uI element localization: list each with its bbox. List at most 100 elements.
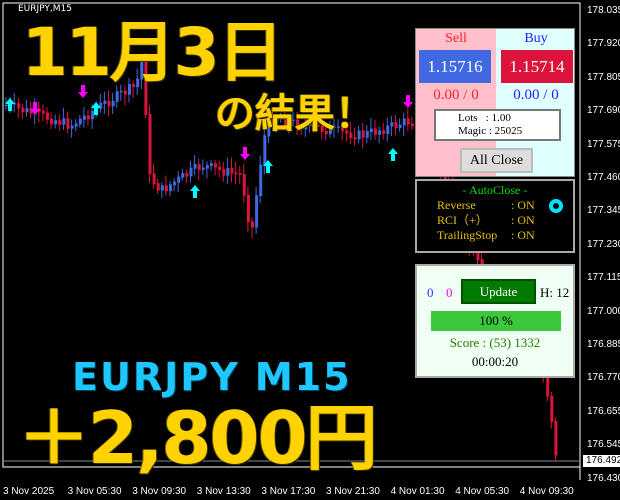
candle xyxy=(152,173,156,185)
overlay-pair: EURJPY M15 xyxy=(72,355,352,399)
candle xyxy=(234,172,238,175)
candle xyxy=(328,127,332,135)
candle xyxy=(132,84,136,88)
candle xyxy=(345,130,349,134)
candle xyxy=(140,58,144,80)
candle xyxy=(398,124,402,129)
candle xyxy=(144,58,148,115)
autoclose-key: RCI（+） xyxy=(437,213,488,227)
autoclose-value: : ON xyxy=(511,213,535,227)
candle xyxy=(164,185,168,192)
lots-box: Lots : 1.00 Magic : 25025 xyxy=(434,109,561,141)
candle xyxy=(214,163,218,168)
candle xyxy=(271,118,275,122)
candle xyxy=(230,167,234,174)
trade-panel: Sell Buy 1.15716 1.15714 0.00 / 0 0.00 /… xyxy=(415,28,575,177)
candle xyxy=(238,173,242,175)
candle xyxy=(320,126,324,132)
candle xyxy=(386,125,390,134)
price-axis-label: 176.885 xyxy=(587,339,620,350)
candle xyxy=(374,128,377,135)
sell-label: Sell xyxy=(445,31,467,46)
candle xyxy=(316,124,320,128)
current-price-label: 176.492 xyxy=(583,455,620,467)
count-magenta: 0 xyxy=(446,285,453,300)
price-axis-label: 177.920 xyxy=(587,38,620,50)
price-axis-label: 176.770 xyxy=(587,372,620,384)
candle xyxy=(82,115,86,120)
candle xyxy=(410,123,414,127)
time-axis-label: 3 Nov 13:30 xyxy=(196,486,251,497)
autoclose-value: : ON xyxy=(511,228,535,242)
price-axis-label: 176.430 xyxy=(587,472,620,484)
candle xyxy=(402,118,406,126)
candle xyxy=(279,118,283,120)
candle xyxy=(193,164,197,169)
candle xyxy=(554,420,558,456)
stats-panel: 0 0 Update H: 12 100 % Score : (53) 1332… xyxy=(415,264,575,378)
buy-button[interactable]: 1.15714 xyxy=(501,50,573,83)
buy-arrow-icon xyxy=(5,98,15,111)
candle xyxy=(50,118,54,125)
candle xyxy=(365,131,369,138)
buy-arrow-icon xyxy=(91,102,101,115)
candle xyxy=(119,90,123,93)
candle xyxy=(41,110,45,114)
candle xyxy=(37,108,41,112)
candle xyxy=(337,126,341,128)
candle xyxy=(242,173,246,196)
candle xyxy=(62,118,66,125)
price-axis-label: 177.805 xyxy=(587,71,620,83)
price-axis-label: 177.575 xyxy=(587,138,620,150)
overlay-profit: ＋2,800円 xyxy=(18,396,378,480)
candle xyxy=(226,167,230,176)
candle xyxy=(378,130,382,135)
price-axis-label: 176.545 xyxy=(587,439,620,451)
sell-arrow-icon xyxy=(240,147,250,160)
candle xyxy=(218,166,222,170)
sell-arrow-icon xyxy=(78,85,88,98)
price-axis-label: 178.035 xyxy=(587,5,620,16)
update-button[interactable]: Update xyxy=(461,279,536,304)
candle xyxy=(300,127,304,130)
time-axis-label: 3 Nov 05:30 xyxy=(67,486,122,497)
candle xyxy=(263,135,267,166)
price-axis-label: 177.230 xyxy=(587,238,620,250)
overlay-result: の結果！ xyxy=(215,91,375,137)
chart-symbol: EURJPY,M15 xyxy=(18,4,72,14)
price-axis-label: 176.655 xyxy=(587,405,620,417)
candle xyxy=(189,167,193,177)
candle xyxy=(296,119,300,129)
lots-value: Lots : 1.00 xyxy=(458,112,511,124)
candle xyxy=(185,173,189,177)
candle xyxy=(361,130,365,138)
candle xyxy=(148,113,152,175)
all-close-button[interactable]: All Close xyxy=(460,148,533,173)
h-value: H: 12 xyxy=(540,285,570,300)
time-axis-label: 3 Nov 21:30 xyxy=(326,486,380,497)
candle xyxy=(201,167,205,170)
buy-label: Buy xyxy=(524,31,548,46)
candle xyxy=(169,184,172,192)
candle xyxy=(312,122,316,126)
candle xyxy=(54,120,58,125)
candle xyxy=(287,119,291,126)
sell-button[interactable]: 1.15716 xyxy=(419,50,491,83)
candle xyxy=(111,100,115,107)
autoclose-row: RCI（+） : ON xyxy=(417,213,573,228)
candle xyxy=(74,123,78,127)
sell-arrow-icon xyxy=(403,95,413,108)
candle xyxy=(181,173,185,178)
status-ring-icon[interactable] xyxy=(549,199,563,213)
candle xyxy=(70,125,74,129)
candle xyxy=(304,124,308,130)
timer: 00:00:20 xyxy=(471,354,519,369)
candle xyxy=(382,130,386,134)
candle xyxy=(308,122,312,126)
candle xyxy=(406,118,410,125)
autoclose-panel: - AutoClose - Reverse: ON RCI（+）: ON Trail… xyxy=(415,179,575,253)
candle xyxy=(246,194,250,223)
candle xyxy=(156,183,160,191)
candle xyxy=(115,91,119,102)
price-axis-label: 177.460 xyxy=(587,172,620,183)
